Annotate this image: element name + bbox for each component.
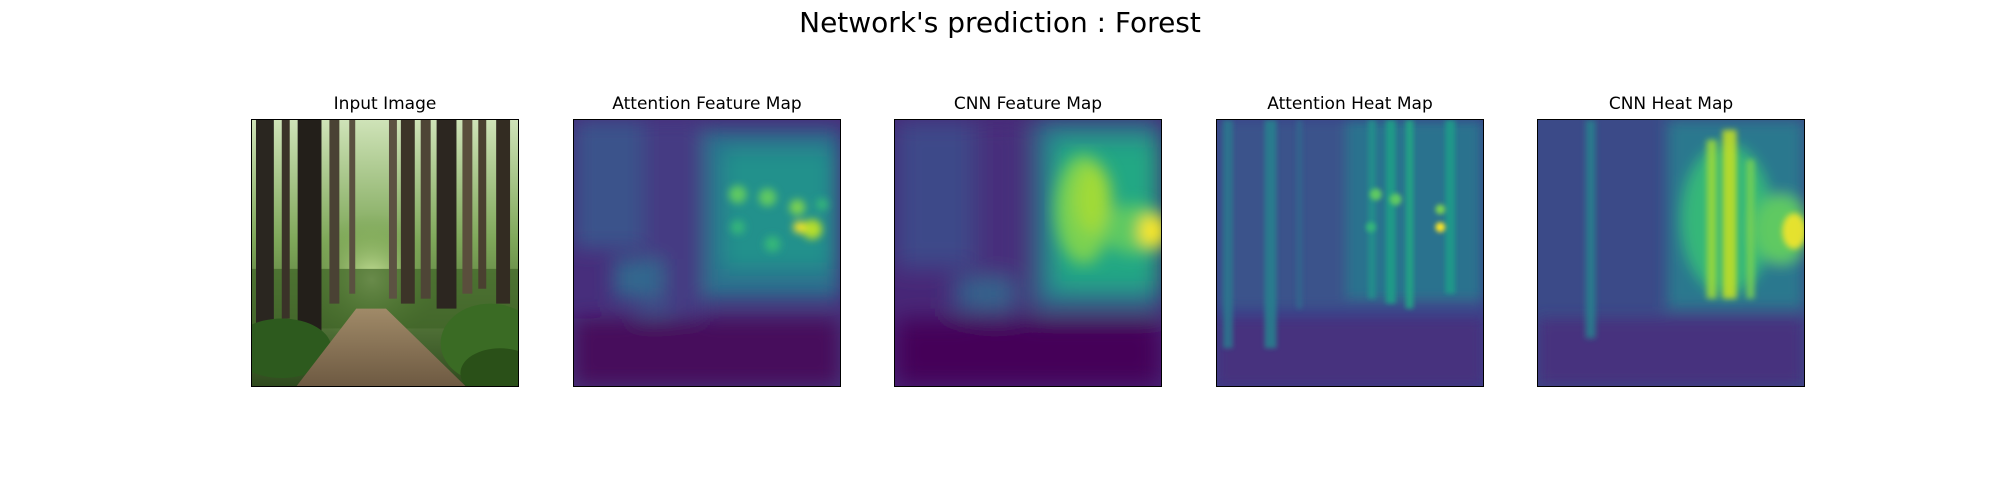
panel-title-cnn-heat-map: CNN Heat Map (1608, 94, 1734, 114)
attention-feature-map-image (573, 119, 841, 387)
panel-title-attention-heat-map: Attention Heat Map (1267, 94, 1433, 114)
panel-cnn-heat-map: CNN Heat Map (1537, 93, 1805, 387)
figure-title: Network's prediction : Forest (799, 6, 1201, 39)
cnn-heat-map-image (1537, 119, 1805, 387)
panel-title-cnn-feature-map: CNN Feature Map (953, 94, 1103, 114)
panel-input-image: Input Image (251, 93, 519, 387)
input-image (251, 119, 519, 387)
panel-title-attention-feature-map: Attention Feature Map (612, 94, 802, 114)
cnn-feature-map-image (894, 119, 1162, 387)
panel-title-input-image: Input Image (333, 94, 437, 114)
attention-heat-map-image (1216, 119, 1484, 387)
panel-attention-heat-map: Attention Heat Map (1216, 93, 1484, 387)
panel-attention-feature-map: Attention Feature Map (573, 93, 841, 387)
panel-cnn-feature-map: CNN Feature Map (894, 93, 1162, 387)
